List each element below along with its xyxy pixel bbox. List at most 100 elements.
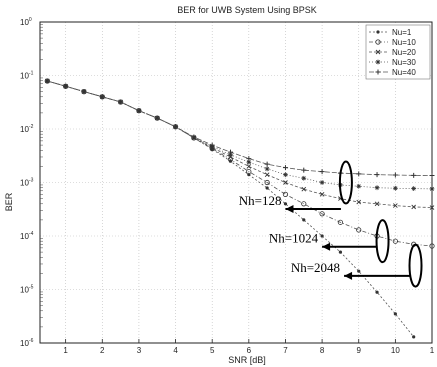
data-point	[44, 78, 50, 84]
data-point	[357, 269, 361, 273]
annotation-label: Nh=2048	[291, 260, 340, 275]
data-point	[411, 172, 417, 178]
data-point	[81, 89, 87, 95]
y-tick-label: 10-3	[20, 178, 34, 188]
data-point	[301, 175, 307, 181]
data-point	[301, 186, 307, 192]
data-point	[375, 39, 381, 45]
data-point	[283, 202, 288, 206]
data-point	[118, 99, 124, 105]
data-point	[356, 227, 362, 233]
axes-box	[39, 21, 433, 344]
data-point	[99, 94, 105, 100]
y-tick-label: 10-1	[20, 71, 34, 81]
annotation-ellipse	[375, 219, 390, 264]
data-point	[374, 172, 380, 178]
data-point	[283, 180, 288, 185]
annotation-ellipse	[408, 243, 423, 288]
x-tick-label: 1	[430, 346, 435, 355]
x-tick-label: 2	[100, 346, 105, 355]
data-point	[375, 59, 381, 65]
data-point	[264, 161, 270, 167]
data-point	[411, 204, 417, 210]
x-tick-label: 8	[320, 346, 325, 355]
annotation-ellipse	[338, 160, 353, 205]
x-tick-label: 4	[173, 346, 178, 355]
data-point	[374, 185, 380, 191]
series-nu-40	[44, 78, 435, 179]
x-tick-label: 9	[357, 346, 362, 355]
data-point	[264, 172, 270, 178]
y-axis-label: BER	[4, 192, 14, 211]
data-point	[319, 192, 325, 197]
legend-entry: Nu=20	[392, 48, 416, 57]
data-point	[246, 156, 252, 162]
data-point	[375, 69, 381, 75]
x-tick-label: 3	[137, 346, 142, 355]
data-point	[319, 211, 325, 217]
data-point	[429, 205, 435, 210]
data-point	[301, 201, 307, 207]
annotation-label: Nh=1024	[269, 231, 319, 246]
data-point	[209, 142, 215, 148]
data-point	[246, 159, 252, 165]
data-point	[429, 243, 435, 249]
data-point	[337, 219, 344, 225]
y-tick-label: 10-6	[20, 338, 34, 348]
x-axis-label: SNR [dB]	[228, 355, 266, 365]
legend-entry: Nu=10	[392, 38, 416, 47]
data-point	[429, 186, 435, 192]
data-point	[302, 218, 306, 222]
series-line	[47, 80, 433, 176]
data-point	[319, 180, 325, 185]
data-point	[356, 183, 362, 189]
chart-title: BER for UWB System Using BPSK	[177, 5, 317, 15]
annotations: Nh=128 Nh=1024 Nh=2048	[239, 160, 423, 288]
data-point	[338, 250, 343, 254]
data-point	[356, 199, 362, 205]
data-point	[154, 115, 160, 121]
data-point	[429, 173, 435, 179]
x-tick-label: 10	[391, 346, 400, 355]
data-point	[191, 134, 197, 140]
legend-entry: Nu=40	[392, 68, 416, 77]
annotation-arrowhead	[344, 271, 353, 280]
data-point	[228, 149, 234, 155]
data-point	[283, 172, 288, 178]
data-point	[411, 186, 417, 191]
data-point	[246, 164, 252, 169]
data-point	[375, 290, 379, 294]
data-point	[282, 191, 289, 197]
data-point	[374, 201, 380, 207]
data-point	[392, 172, 398, 178]
data-point	[173, 124, 179, 130]
data-point	[392, 185, 398, 191]
y-tick-label: 100	[20, 17, 32, 27]
data-point	[264, 179, 270, 186]
data-point	[282, 165, 288, 171]
data-point	[412, 335, 416, 339]
legend-entry: Nu=1	[392, 28, 412, 37]
data-point	[393, 203, 398, 208]
data-point	[136, 108, 142, 114]
data-point	[376, 30, 380, 34]
data-point	[356, 171, 362, 177]
legend-entry: Nu=30	[392, 58, 416, 67]
annotation-arrowhead	[285, 204, 294, 213]
x-tick-label: 6	[247, 346, 252, 355]
data-point	[265, 186, 269, 190]
data-point	[392, 238, 398, 244]
data-point	[301, 167, 307, 173]
data-point	[375, 49, 381, 55]
data-point	[320, 234, 324, 238]
x-tick-label: 7	[283, 346, 288, 355]
data-point	[228, 152, 233, 158]
data-point	[63, 83, 69, 89]
y-tick-label: 10-2	[20, 124, 34, 134]
y-tick-label: 10-4	[20, 231, 34, 241]
data-point	[264, 166, 270, 172]
y-tick-label: 10-5	[20, 285, 34, 295]
series-group	[44, 78, 435, 339]
